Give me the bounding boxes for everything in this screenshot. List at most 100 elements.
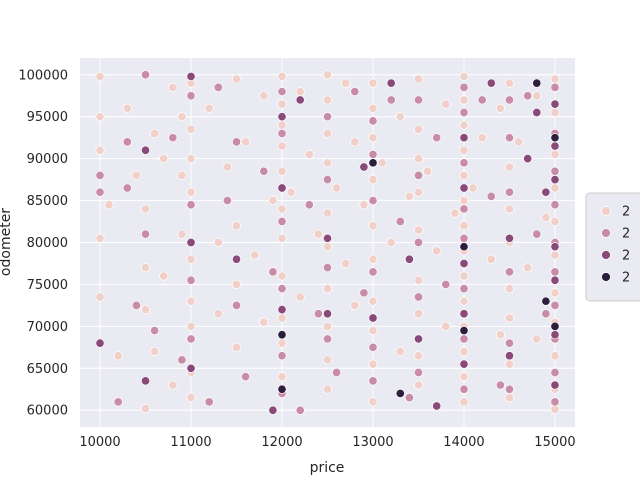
scatter-point bbox=[459, 204, 469, 214]
scatter-point bbox=[186, 296, 196, 306]
scatter-point bbox=[140, 70, 151, 80]
scatter-point bbox=[277, 141, 287, 151]
x-axis-ticks: 10000 11000 12000 13000 14000 15000 bbox=[79, 435, 575, 450]
scatter-point bbox=[404, 393, 414, 403]
scatter-point bbox=[122, 137, 132, 147]
scatter-point bbox=[186, 124, 196, 134]
scatter-point bbox=[459, 284, 469, 294]
scatter-point bbox=[368, 254, 378, 264]
scatter-point bbox=[441, 99, 451, 109]
scatter-point bbox=[504, 162, 515, 172]
scatter-point bbox=[341, 258, 351, 269]
scatter-point bbox=[177, 170, 187, 180]
scatter-point bbox=[550, 141, 560, 151]
scatter-point bbox=[313, 309, 323, 319]
scatter-point bbox=[222, 196, 232, 206]
scatter-point bbox=[122, 103, 132, 113]
y-tick-label: 95000 bbox=[27, 110, 68, 125]
scatter-point bbox=[459, 133, 469, 143]
scatter-point bbox=[459, 145, 469, 155]
scatter-point bbox=[459, 120, 469, 130]
scatter-point bbox=[150, 326, 160, 336]
scatter-point bbox=[322, 384, 333, 394]
scatter-point bbox=[277, 166, 287, 176]
scatter-point bbox=[241, 372, 251, 382]
scatter-point bbox=[213, 82, 223, 92]
scatter-point bbox=[368, 149, 378, 159]
scatter-point bbox=[168, 133, 178, 143]
scatter-point bbox=[313, 229, 323, 239]
scatter-point bbox=[368, 175, 378, 185]
scatter-point bbox=[495, 380, 505, 390]
scatter-point bbox=[113, 397, 123, 407]
scatter-point bbox=[277, 372, 287, 382]
scatter-point bbox=[231, 279, 242, 289]
scatter-point bbox=[550, 216, 560, 227]
scatter-point bbox=[386, 237, 396, 248]
scatter-point bbox=[523, 91, 533, 101]
scatter-point bbox=[140, 403, 151, 414]
scatter-point bbox=[231, 74, 242, 84]
scatter-point bbox=[368, 116, 378, 126]
scatter-point bbox=[186, 200, 196, 210]
scatter-point bbox=[277, 120, 287, 130]
scatter-point bbox=[277, 112, 287, 122]
scatter-point bbox=[532, 78, 542, 88]
scatter-point bbox=[477, 133, 487, 143]
scatter-point bbox=[168, 82, 178, 92]
scatter-point bbox=[459, 271, 469, 281]
scatter-point bbox=[231, 254, 242, 264]
scatter-point bbox=[95, 338, 105, 348]
scatter-point bbox=[231, 342, 242, 352]
scatter-point bbox=[413, 187, 424, 197]
scatter-point bbox=[122, 183, 132, 193]
scatter-point bbox=[459, 71, 469, 81]
legend-label: 2 bbox=[622, 271, 630, 286]
scatter-point bbox=[95, 145, 105, 155]
scatter-point bbox=[504, 351, 515, 361]
scatter-point bbox=[277, 86, 287, 97]
scatter-point bbox=[159, 271, 169, 281]
legend-label: 2 bbox=[622, 249, 630, 264]
scatter-point bbox=[459, 372, 469, 382]
scatter-point bbox=[413, 74, 424, 84]
scatter-point bbox=[186, 71, 196, 81]
scatter-point bbox=[459, 107, 469, 118]
scatter-point bbox=[322, 128, 333, 139]
scatter-point bbox=[532, 107, 542, 118]
scatter-point bbox=[432, 401, 442, 411]
scatter-point bbox=[295, 405, 305, 415]
scatter-point bbox=[450, 208, 460, 218]
scatter-point bbox=[395, 346, 405, 357]
scatter-point bbox=[368, 326, 378, 336]
y-tick-label: 75000 bbox=[27, 278, 68, 293]
scatter-point bbox=[368, 342, 378, 352]
scatter-point bbox=[186, 393, 196, 403]
scatter-point bbox=[277, 305, 287, 315]
scatter-point bbox=[277, 284, 287, 294]
scatter-point bbox=[550, 166, 560, 176]
scatter-point bbox=[131, 300, 141, 310]
scatter-point bbox=[259, 317, 269, 327]
scatter-point bbox=[523, 263, 533, 273]
y-tick-label: 90000 bbox=[27, 152, 68, 167]
scatter-point bbox=[386, 95, 396, 105]
scatter-point bbox=[395, 388, 405, 399]
scatter-point bbox=[186, 363, 196, 373]
scatter-point bbox=[550, 330, 560, 340]
scatter-point bbox=[413, 292, 424, 302]
scatter-point bbox=[150, 128, 160, 139]
scatter-point bbox=[204, 103, 214, 113]
scatter-point bbox=[504, 133, 515, 143]
scatter-point bbox=[277, 330, 287, 340]
scatter-point bbox=[368, 397, 378, 407]
legend: 2 2 2 2 bbox=[585, 192, 640, 302]
scatter-point bbox=[277, 99, 287, 109]
scatter-point bbox=[459, 158, 469, 168]
scatter-point bbox=[140, 145, 151, 155]
scatter-point bbox=[550, 99, 560, 109]
scatter-point bbox=[504, 267, 515, 277]
scatter-point bbox=[550, 321, 560, 331]
scatter-point bbox=[95, 292, 105, 302]
scatter-point bbox=[186, 154, 196, 164]
